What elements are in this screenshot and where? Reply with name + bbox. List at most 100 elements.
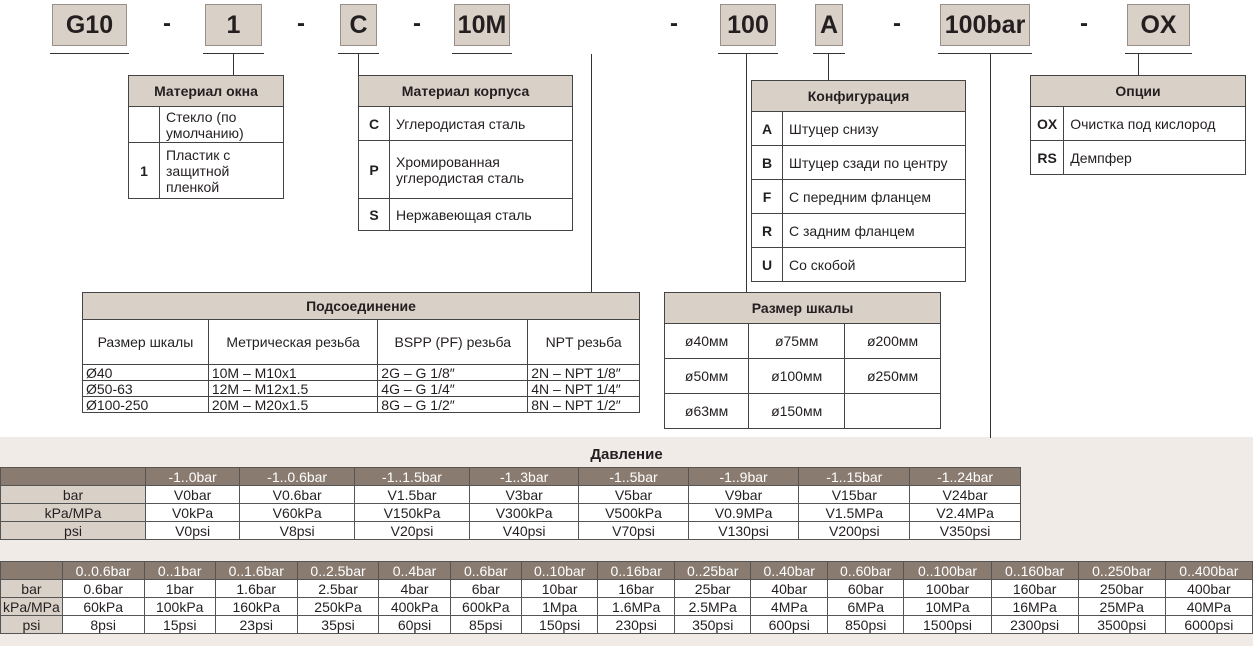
vacuum-pressure-table: -1..0bar -1..0.6bar -1..1.5bar -1..3bar -1..…: [0, 467, 1021, 540]
cell: V60kPa: [239, 503, 356, 522]
table-row: psi 8psi 15psi 23psi 35psi 60psi 85psi 150psi 23…: [0, 615, 1253, 634]
description: Углеродистая сталь: [389, 106, 573, 141]
cell: V150kPa: [354, 503, 470, 522]
description: Демпфер: [1063, 140, 1246, 175]
options-table: Опции OX Очистка под кислород RS Демпфер: [1029, 75, 1246, 175]
code-segment: 100bar: [940, 4, 1030, 46]
cell: V1.5bar: [354, 485, 470, 504]
cell: V5bar: [578, 485, 689, 504]
separator: -: [163, 10, 171, 37]
range-header: 0..40bar: [750, 561, 828, 580]
cell: 600kPa: [449, 597, 522, 616]
unit-label: kPa/MPa: [0, 597, 63, 616]
cell: ø250мм: [844, 358, 941, 394]
body-material-table: Материал корпуса C Углеродистая сталь P Хром…: [358, 75, 573, 231]
cell: V300kPa: [468, 503, 580, 522]
cell: V15bar: [798, 485, 911, 504]
code-segment: C: [340, 4, 377, 46]
table-row: psi V0psi V8psi V20psi V40psi V70psi V130psi V2…: [0, 521, 1021, 540]
connector: [990, 54, 991, 438]
cell: ø75мм: [748, 323, 846, 359]
range-header: 0..2.5bar: [296, 561, 380, 580]
description: Со скобой: [782, 247, 966, 282]
cell: 40MPa: [1164, 597, 1253, 616]
cell: 25bar: [673, 579, 752, 598]
table-row: bar V0bar V0.6bar V1.5bar V3bar V5bar V9bar V15…: [0, 485, 1021, 504]
cell: 2G – G 1/8″: [377, 364, 529, 381]
cell: 100kPa: [143, 597, 216, 616]
cell: ø40мм: [663, 323, 750, 359]
dial-size-table: Размер шкалы ø40мм ø75мм ø200мм ø50мм ø100мм ø…: [663, 292, 941, 429]
table-title: Материал корпуса: [358, 75, 573, 107]
cell: 35psi: [296, 615, 380, 634]
cell: V0psi: [144, 521, 241, 540]
code-key: [128, 106, 160, 143]
table-row: Ø50-63 12M – M12x1.5 4G – G 1/4″ 4N – NPT 1…: [82, 380, 640, 397]
range-header: 0..6bar: [449, 561, 522, 580]
cell: V350psi: [909, 521, 1021, 540]
corner-cell: [0, 467, 146, 486]
range-header: 0..10bar: [520, 561, 599, 580]
code-key: C: [358, 106, 390, 141]
cell: ø200мм: [844, 323, 941, 359]
cell: 4MPa: [750, 597, 828, 616]
table-row: Ø40 10M – M10x1 2G – G 1/8″ 2N – NPT 1/8″: [82, 364, 640, 381]
table-row: C Углеродистая сталь: [358, 106, 573, 141]
cell: V9bar: [687, 485, 800, 504]
range-header: -1..1.5bar: [354, 467, 470, 486]
code-segment: 100: [720, 4, 776, 46]
cell: 1.6bar: [214, 579, 298, 598]
cell: 8psi: [61, 615, 145, 634]
code-key: P: [358, 140, 390, 199]
cell: 4G – G 1/4″: [377, 380, 529, 397]
cell: 1500psi: [903, 615, 992, 634]
cell: ø50мм: [663, 358, 750, 394]
code-key: A: [751, 111, 783, 146]
description: Нержавеющая сталь: [389, 198, 573, 231]
separator: -: [893, 10, 901, 37]
underline: [50, 53, 129, 54]
range-header: 0..250bar: [1077, 561, 1166, 580]
cell: 60kPa: [61, 597, 145, 616]
cell: 1Mpa: [520, 597, 599, 616]
cell: 0.6bar: [61, 579, 145, 598]
pressure-title: Давление: [590, 446, 663, 463]
connection-table: Подсоединение Размер шкалы Метрическая рез…: [82, 292, 640, 413]
table-row: OX Очистка под кислород: [1029, 106, 1246, 141]
cell: 8N – NPT 1/2″: [527, 396, 640, 413]
column-header: Размер шкалы: [82, 319, 209, 365]
code-segment: OX: [1127, 4, 1190, 46]
cell: [844, 393, 941, 429]
cell: Ø100-250: [82, 396, 209, 413]
cell: 100bar: [903, 579, 992, 598]
table-row: ø50мм ø100мм ø250мм: [663, 358, 941, 394]
range-header: 0..100bar: [903, 561, 992, 580]
cell: 23psi: [214, 615, 298, 634]
code-segment: 10M: [454, 4, 510, 46]
column-header: NPT резьба: [527, 319, 640, 365]
cell: V0.6bar: [239, 485, 356, 504]
cell: 160kPa: [214, 597, 298, 616]
cell: ø100мм: [748, 358, 846, 394]
range-header: -1..0.6bar: [239, 467, 356, 486]
code-segment: 1: [205, 4, 262, 46]
table-row: A Штуцер снизу: [751, 111, 966, 146]
cell: V70psi: [578, 521, 689, 540]
cell: 16bar: [597, 579, 675, 598]
range-header: 0..60bar: [826, 561, 905, 580]
underline: [452, 53, 512, 54]
table-row: U Со скобой: [751, 247, 966, 282]
cell: 10MPa: [903, 597, 992, 616]
code-segment: A: [815, 4, 843, 46]
cell: V500kPa: [578, 503, 689, 522]
cell: 40bar: [750, 579, 828, 598]
connector: [233, 54, 234, 76]
unit-label: bar: [0, 485, 146, 504]
cell: Ø50-63: [82, 380, 209, 397]
cell: 60psi: [378, 615, 451, 634]
range-header: -1..5bar: [578, 467, 689, 486]
table-title: Подсоединение: [82, 292, 640, 320]
cell: 60bar: [826, 579, 905, 598]
cell: 400kPa: [378, 597, 451, 616]
